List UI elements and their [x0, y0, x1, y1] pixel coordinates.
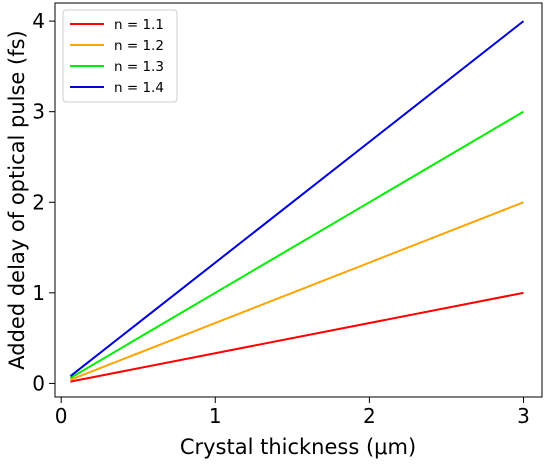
legend-label-3: n = 1.3	[114, 59, 164, 75]
y-tick-label: 2	[32, 190, 45, 214]
y-tick-label: 3	[32, 100, 45, 124]
legend-label-1: n = 1.1	[114, 17, 164, 33]
x-axis: 0 1 2 3	[55, 397, 530, 428]
legend: n = 1.1 n = 1.2 n = 1.3 n = 1.4	[62, 9, 178, 103]
series-line-1	[70, 291, 524, 383]
y-tick-label: 4	[32, 9, 45, 33]
y-axis-label: Added delay of optical pulse (fs)	[5, 30, 29, 369]
x-axis-label: Crystal thickness (μm)	[180, 435, 416, 459]
series-layer	[69, 20, 525, 383]
x-tick-label: 1	[209, 404, 222, 428]
series-line-4	[69, 20, 525, 377]
x-tick-label: 2	[363, 404, 376, 428]
series-line-3	[69, 110, 525, 379]
x-tick-label: 0	[55, 404, 68, 428]
series-line-2	[70, 201, 524, 381]
y-tick-label: 1	[32, 281, 45, 305]
legend-label-2: n = 1.2	[114, 38, 164, 54]
y-tick-label: 0	[32, 371, 45, 395]
legend-box	[62, 9, 178, 103]
plot-frame	[54, 2, 543, 398]
y-axis: 0 1 2 3 4	[32, 9, 55, 395]
x-tick-label: 3	[517, 404, 530, 428]
legend-label-4: n = 1.4	[114, 80, 164, 96]
